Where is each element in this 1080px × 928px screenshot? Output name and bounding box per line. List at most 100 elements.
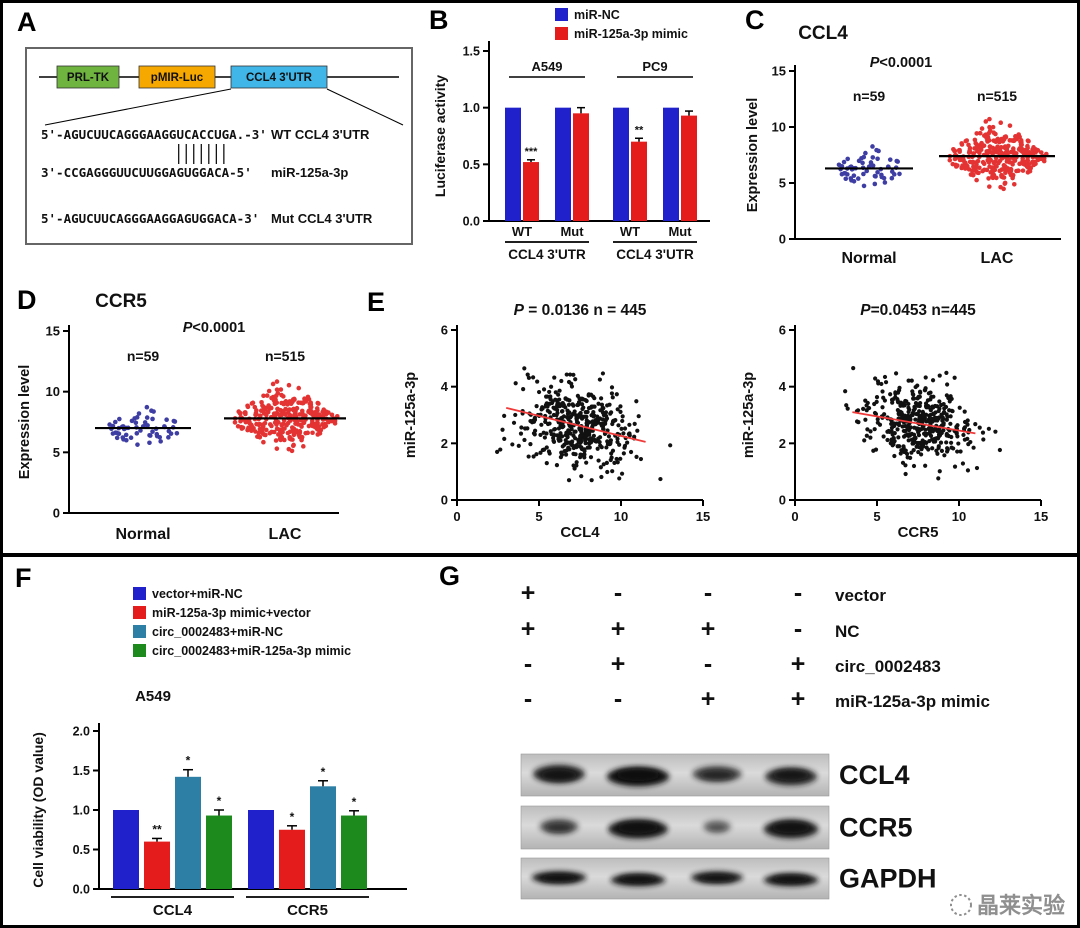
svg-text:10: 10: [772, 120, 786, 135]
svg-text:10: 10: [614, 509, 628, 524]
svg-text:P<0.0001: P<0.0001: [183, 320, 246, 336]
panel-label-f: F: [15, 563, 32, 593]
matrix-cell: -: [794, 579, 802, 607]
svg-text:P = 0.0136 n = 445: P = 0.0136 n = 445: [514, 302, 647, 319]
svg-text:4: 4: [779, 379, 787, 394]
bar: [613, 107, 629, 221]
svg-text:3'-CCGAGGGUUCUUGGAGUGGACA-5': 3'-CCGAGGGUUCUUGGAGUGGACA-5': [41, 165, 252, 180]
svg-text:LAC: LAC: [981, 250, 1014, 267]
svg-text:*: *: [186, 754, 191, 768]
svg-text:vector: vector: [835, 586, 886, 605]
dot-group-LAC: [232, 379, 340, 454]
watermark-logo-icon: [950, 894, 972, 916]
matrix-cell: -: [704, 579, 712, 607]
svg-text:miR-125a-3p: miR-125a-3p: [271, 165, 348, 180]
matrix-cell: +: [521, 615, 536, 643]
panel-e-ccr5-scatter: P=0.0453 n=445 0 2 4 6 0 5 10 15 miR-125a-3p CCR5: [741, 302, 1048, 541]
matrix-cell: +: [791, 650, 806, 678]
bar: [341, 815, 367, 889]
matrix-cell: +: [611, 615, 626, 643]
svg-text:CCL4: CCL4: [560, 524, 600, 541]
dot-group-LAC: [947, 116, 1049, 192]
scatter-points: [843, 365, 1002, 481]
svg-text:2: 2: [779, 436, 786, 451]
matrix-cell: -: [614, 685, 622, 713]
svg-text:WT: WT: [620, 224, 640, 239]
panel-c-ccl4-dotplot: CCL4 P<0.0001 0 5 10 15 Expression level n=59 No…: [745, 23, 1061, 267]
svg-text:circ_0002483: circ_0002483: [835, 657, 941, 676]
svg-text:miR-125a-3p: miR-125a-3p: [403, 372, 419, 458]
svg-text:1.0: 1.0: [463, 101, 480, 115]
svg-text:circ_0002483+miR-125a-3p mimic: circ_0002483+miR-125a-3p mimic: [152, 644, 351, 658]
svg-text:GAPDH: GAPDH: [839, 864, 937, 894]
bar: [523, 162, 539, 221]
bar: [663, 107, 679, 221]
svg-text:0.5: 0.5: [463, 158, 480, 172]
matrix-cell: +: [611, 650, 626, 678]
svg-text:*: *: [217, 794, 222, 808]
matrix-cell: +: [701, 615, 716, 643]
svg-text:A549: A549: [135, 688, 171, 705]
svg-text:CCL4: CCL4: [798, 23, 848, 44]
svg-text:4: 4: [441, 379, 449, 394]
svg-text:0: 0: [779, 232, 786, 247]
svg-text:6: 6: [779, 323, 786, 338]
svg-text:PRL-TK: PRL-TK: [67, 72, 110, 84]
svg-text:CCL4: CCL4: [839, 760, 910, 790]
svg-text:10: 10: [952, 509, 966, 524]
svg-text:5: 5: [53, 445, 60, 460]
matrix-cell: -: [524, 650, 532, 678]
svg-text:n=515: n=515: [977, 88, 1017, 104]
bar: [573, 113, 589, 221]
panel-label-e: E: [367, 287, 386, 317]
bar: [631, 141, 647, 221]
svg-text:0: 0: [779, 493, 786, 508]
bar: [144, 841, 170, 889]
scatter-points: [495, 366, 673, 483]
svg-text:CCL4: CCL4: [153, 902, 193, 919]
svg-text:5'-AGUCUUCAGGGAAGGAGUGGACA-3': 5'-AGUCUUCAGGGAAGGAGUGGACA-3': [41, 211, 259, 226]
matrix-cell: +: [701, 685, 716, 713]
panel-f-viability-bar-chart: vector+miR-NC miR-125a-3p mimic+vector cir…: [30, 587, 407, 919]
svg-text:P=0.0453 n=445: P=0.0453 n=445: [860, 302, 976, 319]
watermark: 晶莱实验: [977, 893, 1065, 918]
svg-text:miR-125a-3p mimic: miR-125a-3p mimic: [835, 692, 990, 711]
svg-text:Expression level: Expression level: [17, 365, 33, 479]
svg-text:pMIR-Luc: pMIR-Luc: [151, 72, 204, 84]
svg-text:miR-125a-3p: miR-125a-3p: [741, 372, 757, 458]
svg-text:5: 5: [779, 176, 786, 191]
svg-text:NC: NC: [835, 622, 860, 641]
svg-text:1.5: 1.5: [463, 45, 480, 59]
bar: [505, 107, 521, 221]
svg-text:LAC: LAC: [269, 526, 302, 543]
panel-label-a: A: [17, 7, 37, 37]
svg-text:0: 0: [453, 509, 460, 524]
construct-box: [138, 65, 216, 89]
svg-text:***: ***: [525, 146, 539, 158]
svg-text:Expression level: Expression level: [745, 98, 761, 212]
svg-text:Mut CCL4 3'UTR: Mut CCL4 3'UTR: [271, 211, 373, 226]
panel-e-ccl4-scatter: P = 0.0136 n = 445 0 2 4 6 0 5 10 15 miR-125a-3p C…: [403, 302, 710, 541]
svg-text:2: 2: [441, 436, 448, 451]
svg-text:*: *: [352, 795, 357, 809]
svg-text:1.5: 1.5: [73, 764, 90, 778]
svg-text:CCR5: CCR5: [287, 902, 328, 919]
bar: [248, 810, 274, 889]
svg-text:15: 15: [696, 509, 710, 524]
svg-text:PC9: PC9: [642, 59, 667, 74]
svg-text:CCR5: CCR5: [898, 524, 939, 541]
svg-text:miR-NC: miR-NC: [574, 8, 620, 22]
section-divider: [3, 553, 1077, 557]
panel-a-construct-diagram: PRL-TK pMIR-Luc CCL4 3'UTR 5'-AGUCUUCAGGGAA…: [39, 65, 404, 226]
matrix-cell: +: [791, 685, 806, 713]
dot-group-Normal: [836, 144, 902, 189]
svg-text:Mut: Mut: [560, 224, 584, 239]
svg-text:circ_0002483+miR-NC: circ_0002483+miR-NC: [152, 625, 283, 639]
panel-label-g: G: [439, 561, 461, 591]
svg-text:Mut: Mut: [668, 224, 692, 239]
panel-label-c: C: [745, 5, 765, 35]
svg-text:0.0: 0.0: [73, 883, 90, 897]
bar: [310, 786, 336, 889]
svg-text:A549: A549: [531, 59, 562, 74]
